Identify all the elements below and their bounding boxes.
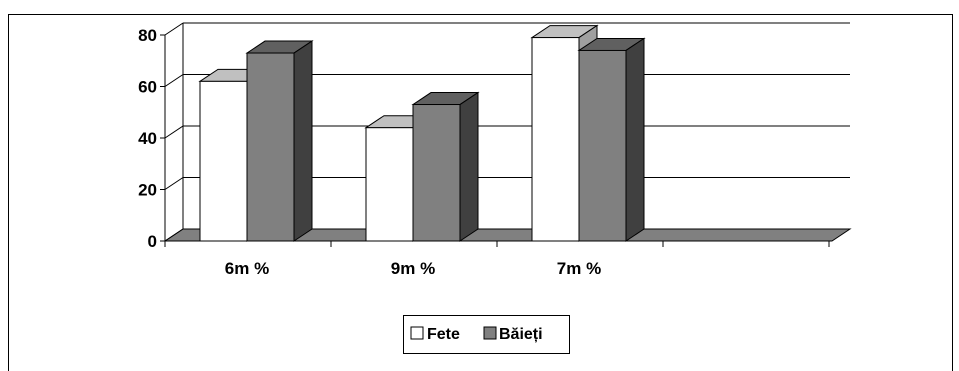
- legend-swatch-baieti: [483, 326, 497, 340]
- x-tick-label-2: 7m %: [557, 259, 601, 278]
- bar-side-face: [625, 37, 645, 242]
- y-tick-label-60: 60: [138, 78, 157, 97]
- legend-label-fete: Fete: [427, 326, 460, 343]
- chart-border: [8, 14, 953, 371]
- y-tick-label-40: 40: [138, 129, 157, 148]
- bar-side-face: [293, 40, 313, 242]
- wall-diagonal-60: [164, 74, 184, 87]
- legend-label-baieti: Băieți: [499, 326, 543, 343]
- bar-side-face: [459, 91, 479, 242]
- wall-diagonal-80: [164, 22, 184, 36]
- bar-baieti-2: [577, 37, 646, 242]
- y-tick-label-20: 20: [138, 181, 157, 200]
- wall-diagonal-0: [164, 228, 184, 242]
- bars: [198, 24, 646, 242]
- tick-labels: 0 20 40 60 80 6m % 9m % 7m %: [138, 26, 601, 278]
- bar-front-face: [246, 52, 295, 242]
- legend-swatch-fete: [410, 326, 424, 340]
- bar-baieti-1: [411, 91, 480, 242]
- legend: Fete Băieți: [403, 315, 570, 354]
- bar-front-face: [199, 80, 248, 242]
- bar-baieti-0: [245, 40, 314, 242]
- y-tick-label-80: 80: [138, 26, 157, 45]
- x-tick-label-1: 9m %: [391, 259, 435, 278]
- wall-diagonal-20: [164, 177, 184, 190]
- bar-front-face: [578, 49, 627, 242]
- bar-front-face: [412, 104, 461, 242]
- wall-diagonal-40: [164, 125, 184, 139]
- bar-front-face: [531, 37, 580, 242]
- bar-front-face: [365, 127, 414, 242]
- x-tick-label-0: 6m %: [225, 259, 269, 278]
- y-tick-label-0: 0: [148, 232, 157, 251]
